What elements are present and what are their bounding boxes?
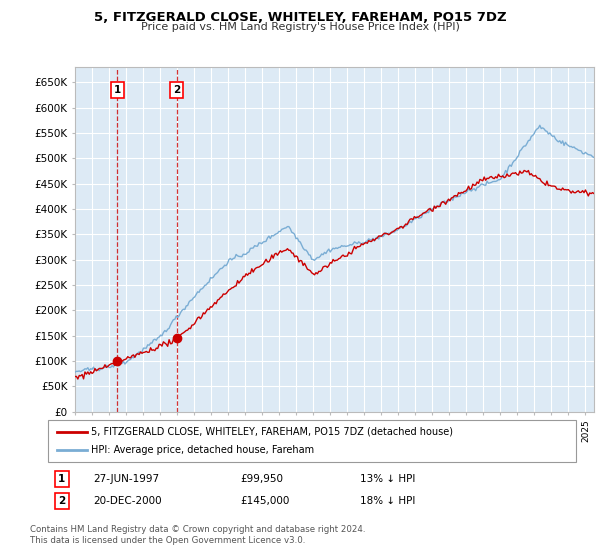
Text: 2: 2 bbox=[173, 85, 180, 95]
Text: £99,950: £99,950 bbox=[240, 474, 283, 484]
Text: 18% ↓ HPI: 18% ↓ HPI bbox=[360, 496, 415, 506]
Text: HPI: Average price, detached house, Fareham: HPI: Average price, detached house, Fare… bbox=[91, 445, 314, 455]
Text: Contains HM Land Registry data © Crown copyright and database right 2024.
This d: Contains HM Land Registry data © Crown c… bbox=[30, 525, 365, 545]
Text: 1: 1 bbox=[113, 85, 121, 95]
Text: 20-DEC-2000: 20-DEC-2000 bbox=[93, 496, 161, 506]
Text: 2: 2 bbox=[58, 496, 65, 506]
Text: £145,000: £145,000 bbox=[240, 496, 289, 506]
Text: 27-JUN-1997: 27-JUN-1997 bbox=[93, 474, 159, 484]
Text: Price paid vs. HM Land Registry's House Price Index (HPI): Price paid vs. HM Land Registry's House … bbox=[140, 22, 460, 32]
Text: 13% ↓ HPI: 13% ↓ HPI bbox=[360, 474, 415, 484]
Text: 1: 1 bbox=[58, 474, 65, 484]
Text: 5, FITZGERALD CLOSE, WHITELEY, FAREHAM, PO15 7DZ: 5, FITZGERALD CLOSE, WHITELEY, FAREHAM, … bbox=[94, 11, 506, 24]
Text: 5, FITZGERALD CLOSE, WHITELEY, FAREHAM, PO15 7DZ (detached house): 5, FITZGERALD CLOSE, WHITELEY, FAREHAM, … bbox=[91, 427, 453, 437]
